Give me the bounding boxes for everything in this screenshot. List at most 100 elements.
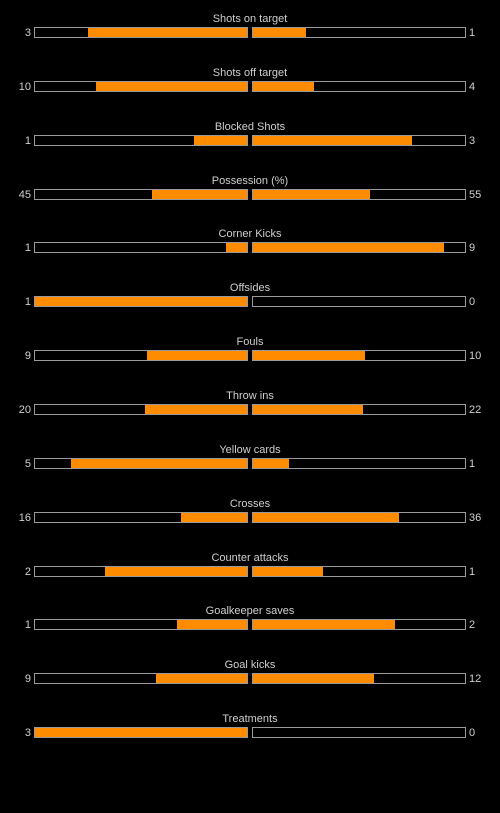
away-bar	[252, 189, 466, 200]
stat-row-yellow-cards: Yellow cards 5 1	[0, 444, 500, 484]
stat-label: Yellow cards	[219, 444, 281, 456]
away-value: 22	[469, 404, 482, 416]
away-bar-fill	[253, 243, 444, 252]
stat-label: Corner Kicks	[218, 228, 282, 240]
home-bar-fill	[35, 728, 247, 737]
home-bar-fill	[177, 620, 247, 629]
home-bar-fill	[35, 297, 247, 306]
stat-label: Possession (%)	[211, 175, 289, 187]
stat-row-offsides: Offsides 1 0	[0, 282, 500, 322]
home-bar	[34, 619, 248, 630]
home-value: 1	[24, 242, 31, 254]
home-value: 9	[24, 350, 31, 362]
home-bar	[34, 27, 248, 38]
away-bar-fill	[253, 82, 315, 91]
away-value: 12	[469, 673, 482, 685]
away-bar	[252, 458, 466, 469]
home-bar-fill	[194, 136, 247, 145]
away-value: 0	[469, 727, 476, 739]
home-bar	[34, 296, 248, 307]
away-value: 1	[469, 458, 476, 470]
stat-row-crosses: Crosses 16 36	[0, 498, 500, 538]
away-value: 9	[469, 242, 476, 254]
home-bar	[34, 566, 248, 577]
away-bar	[252, 135, 466, 146]
stat-label: Shots on target	[212, 13, 288, 25]
home-value: 1	[24, 619, 31, 631]
home-bar-fill	[71, 459, 247, 468]
away-bar-fill	[253, 459, 290, 468]
away-bar-fill	[253, 136, 412, 145]
stat-label: Goal kicks	[224, 659, 276, 671]
stat-label: Blocked Shots	[214, 121, 286, 133]
home-value: 9	[24, 673, 31, 685]
away-bar	[252, 673, 466, 684]
home-bar-fill	[147, 351, 247, 360]
home-bar-fill	[88, 28, 247, 37]
home-bar	[34, 189, 248, 200]
home-value: 2	[24, 566, 31, 578]
home-value: 5	[24, 458, 31, 470]
home-value: 10	[18, 81, 31, 93]
away-bar-fill	[253, 513, 400, 522]
stat-label: Fouls	[236, 336, 264, 348]
stat-row-fouls: Fouls 9 10	[0, 336, 500, 376]
home-bar	[34, 458, 248, 469]
home-bar-fill	[145, 405, 247, 414]
home-value: 16	[18, 512, 31, 524]
home-bar-fill	[104, 567, 247, 576]
away-bar	[252, 566, 466, 577]
away-value: 10	[469, 350, 482, 362]
away-bar	[252, 27, 466, 38]
stat-row-shots-off-target: Shots off target 10 4	[0, 67, 500, 107]
home-bar-fill	[155, 674, 247, 683]
away-bar	[252, 296, 466, 307]
away-value: 0	[469, 296, 476, 308]
away-value: 55	[469, 189, 482, 201]
away-bar-fill	[253, 190, 370, 199]
away-bar-fill	[253, 620, 396, 629]
stat-row-treatments: Treatments 3 0	[0, 713, 500, 753]
stat-label: Treatments	[222, 713, 278, 725]
home-value: 20	[18, 404, 31, 416]
home-bar	[34, 727, 248, 738]
home-bar	[34, 673, 248, 684]
home-value: 45	[18, 189, 31, 201]
away-bar-fill	[253, 351, 366, 360]
away-value: 3	[469, 135, 476, 147]
home-bar	[34, 350, 248, 361]
away-bar-fill	[253, 405, 364, 414]
home-bar-fill	[225, 243, 247, 252]
home-value: 1	[24, 135, 31, 147]
stat-row-goalkeeper-saves: Goalkeeper saves 1 2	[0, 605, 500, 645]
home-value: 3	[24, 727, 31, 739]
away-bar-fill	[253, 28, 306, 37]
away-value: 36	[469, 512, 482, 524]
home-bar	[34, 242, 248, 253]
stat-label: Goalkeeper saves	[205, 605, 295, 617]
home-value: 3	[24, 27, 31, 39]
away-bar	[252, 512, 466, 523]
stat-label: Throw ins	[226, 390, 274, 402]
away-bar	[252, 619, 466, 630]
stat-label: Crosses	[229, 498, 271, 510]
stat-row-blocked-shots: Blocked Shots 1 3	[0, 121, 500, 161]
stat-label: Counter attacks	[211, 552, 289, 564]
home-bar	[34, 81, 248, 92]
stat-row-corner-kicks: Corner Kicks 1 9	[0, 228, 500, 268]
away-bar	[252, 81, 466, 92]
stat-label: Shots off target	[212, 67, 288, 79]
home-bar	[34, 512, 248, 523]
stat-row-counter-attacks: Counter attacks 2 1	[0, 552, 500, 592]
away-bar	[252, 404, 466, 415]
away-value: 2	[469, 619, 476, 631]
home-bar	[34, 404, 248, 415]
away-bar-fill	[253, 567, 323, 576]
home-bar-fill	[151, 190, 247, 199]
away-bar	[252, 727, 466, 738]
away-bar	[252, 242, 466, 253]
stat-row-possession: Possession (%) 45 55	[0, 175, 500, 215]
away-value: 1	[469, 27, 476, 39]
away-value: 1	[469, 566, 476, 578]
